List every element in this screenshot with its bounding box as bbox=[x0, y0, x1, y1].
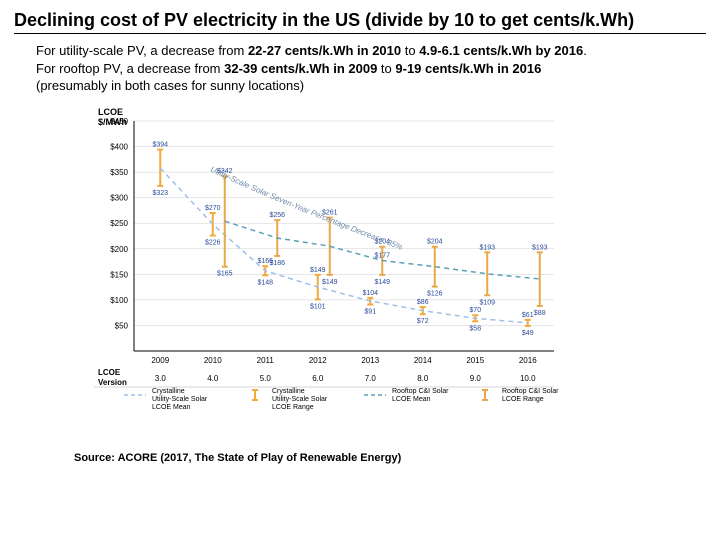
svg-text:$72: $72 bbox=[417, 318, 429, 325]
line2-b1: 32-39 cents/k.Wh in 2009 bbox=[224, 61, 377, 76]
line2-b2: 9-19 cents/k.Wh in 2016 bbox=[395, 61, 541, 76]
svg-text:$58: $58 bbox=[469, 325, 481, 332]
svg-text:6.0: 6.0 bbox=[312, 374, 324, 383]
svg-text:9.0: 9.0 bbox=[470, 374, 482, 383]
line2-pre: For rooftop PV, a decrease from bbox=[36, 61, 224, 76]
svg-text:LCOE Mean: LCOE Mean bbox=[392, 396, 431, 403]
line1-pre: For utility-scale PV, a decrease from bbox=[36, 43, 248, 58]
line1-post: . bbox=[583, 43, 587, 58]
line2-mid: to bbox=[377, 61, 395, 76]
svg-text:5.0: 5.0 bbox=[260, 374, 272, 383]
svg-text:$104: $104 bbox=[362, 289, 378, 296]
svg-text:2011: 2011 bbox=[257, 356, 275, 365]
svg-text:LCOE Range: LCOE Range bbox=[502, 396, 544, 403]
svg-text:$86: $86 bbox=[417, 299, 429, 306]
svg-text:Utility-Scale Solar: Utility-Scale Solar bbox=[272, 396, 328, 403]
svg-text:7.0: 7.0 bbox=[365, 374, 377, 383]
source-line: Source: ACORE (2017, The State of Play o… bbox=[74, 452, 706, 464]
svg-text:$100: $100 bbox=[110, 296, 128, 305]
svg-text:LCOE: LCOE bbox=[98, 368, 121, 377]
svg-text:$186: $186 bbox=[269, 260, 285, 267]
svg-text:2014: 2014 bbox=[414, 356, 432, 365]
chart-container: $50$100$150$200$250$300$350$400$450LCOE$… bbox=[74, 101, 706, 446]
line3: (presumably in both cases for sunny loca… bbox=[36, 78, 304, 93]
svg-text:$91: $91 bbox=[364, 308, 376, 315]
svg-text:$109: $109 bbox=[479, 299, 495, 306]
svg-text:$148: $148 bbox=[257, 279, 273, 286]
svg-text:8.0: 8.0 bbox=[417, 374, 429, 383]
svg-text:2013: 2013 bbox=[361, 356, 379, 365]
svg-text:Version: Version bbox=[98, 378, 127, 387]
page-title: Declining cost of PV electricity in the … bbox=[14, 10, 706, 31]
svg-text:$50: $50 bbox=[115, 321, 129, 330]
svg-text:$126: $126 bbox=[427, 290, 443, 297]
title-divider bbox=[14, 33, 706, 34]
svg-text:Rooftop C&I Solar: Rooftop C&I Solar bbox=[392, 388, 449, 395]
svg-text:$400: $400 bbox=[110, 142, 128, 151]
svg-text:10.0: 10.0 bbox=[520, 374, 536, 383]
svg-text:$101: $101 bbox=[310, 303, 326, 310]
line1-b2: 4.9-6.1 cents/k.Wh by 2016 bbox=[419, 43, 583, 58]
svg-text:$70: $70 bbox=[469, 307, 481, 314]
svg-text:$150: $150 bbox=[110, 270, 128, 279]
svg-text:$88: $88 bbox=[534, 310, 546, 317]
line1-b1: 22-27 cents/k.Wh in 2010 bbox=[248, 43, 401, 58]
svg-text:$177: $177 bbox=[374, 252, 390, 259]
svg-text:$256: $256 bbox=[269, 212, 285, 219]
svg-text:$394: $394 bbox=[152, 141, 168, 148]
svg-text:$/MWh: $/MWh bbox=[98, 117, 127, 127]
svg-text:$49: $49 bbox=[522, 330, 534, 337]
svg-text:2016: 2016 bbox=[519, 356, 537, 365]
svg-text:$149: $149 bbox=[374, 278, 390, 285]
svg-text:$350: $350 bbox=[110, 168, 128, 177]
svg-text:LCOE Mean: LCOE Mean bbox=[152, 404, 191, 411]
svg-text:3.0: 3.0 bbox=[155, 374, 167, 383]
svg-text:$149: $149 bbox=[310, 266, 326, 273]
body-text: For utility-scale PV, a decrease from 22… bbox=[36, 42, 706, 95]
svg-text:2010: 2010 bbox=[204, 356, 222, 365]
svg-text:Crystalline: Crystalline bbox=[152, 388, 185, 395]
svg-text:2015: 2015 bbox=[466, 356, 484, 365]
svg-text:2012: 2012 bbox=[309, 356, 327, 365]
svg-text:Utility-Scale Solar Seven-Year: Utility-Scale Solar Seven-Year Percentag… bbox=[209, 164, 404, 251]
svg-text:LCOE: LCOE bbox=[98, 107, 123, 117]
svg-text:4.0: 4.0 bbox=[207, 374, 219, 383]
svg-text:$165: $165 bbox=[217, 270, 233, 277]
svg-text:$200: $200 bbox=[110, 244, 128, 253]
svg-text:Utility-Scale Solar: Utility-Scale Solar bbox=[152, 396, 208, 403]
line1-mid: to bbox=[401, 43, 419, 58]
svg-text:Rooftop C&I Solar: Rooftop C&I Solar bbox=[502, 388, 559, 395]
svg-text:$300: $300 bbox=[110, 193, 128, 202]
svg-text:$149: $149 bbox=[322, 278, 338, 285]
svg-text:$193: $193 bbox=[479, 244, 495, 251]
svg-text:$204: $204 bbox=[427, 238, 443, 245]
svg-text:Crystalline: Crystalline bbox=[272, 388, 305, 395]
svg-text:$250: $250 bbox=[110, 219, 128, 228]
lcoe-chart: $50$100$150$200$250$300$350$400$450LCOE$… bbox=[74, 101, 594, 441]
svg-text:$193: $193 bbox=[532, 244, 548, 251]
svg-text:$226: $226 bbox=[205, 239, 221, 246]
svg-text:$323: $323 bbox=[152, 190, 168, 197]
svg-text:$61: $61 bbox=[522, 311, 534, 318]
svg-text:LCOE Range: LCOE Range bbox=[272, 404, 314, 411]
svg-text:2009: 2009 bbox=[151, 356, 169, 365]
svg-text:$270: $270 bbox=[205, 205, 221, 212]
